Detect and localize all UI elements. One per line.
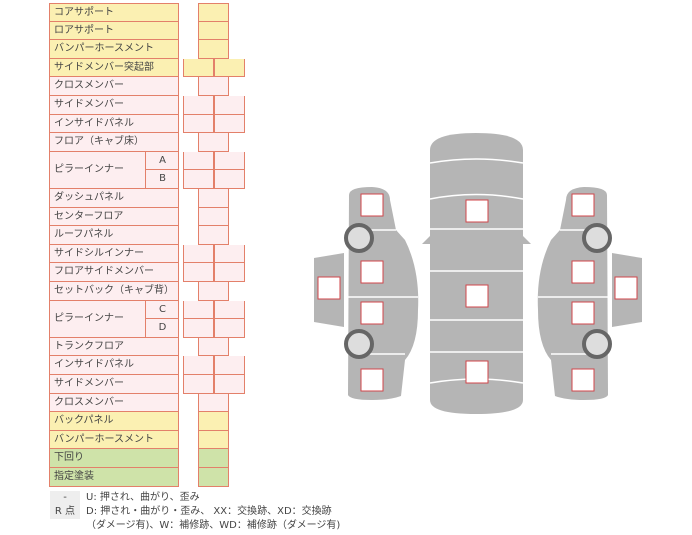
- check-cell[interactable]: [214, 300, 245, 320]
- check-cell[interactable]: [214, 114, 245, 134]
- sub-label: C: [145, 300, 179, 320]
- legend-text: U: 押され、曲がり、歪み: [86, 492, 200, 503]
- check-cell[interactable]: [198, 207, 229, 227]
- row-label: ダッシュパネル: [49, 189, 179, 208]
- check-cell[interactable]: [214, 375, 245, 394]
- check-cell[interactable]: [183, 263, 214, 282]
- check-cell[interactable]: [198, 77, 229, 96]
- check-cell[interactable]: [214, 170, 245, 189]
- row-label: サイドシルインナー: [49, 244, 179, 264]
- row-label: インサイドパネル: [49, 356, 179, 375]
- right-side-panel: [537, 187, 608, 400]
- check-cell[interactable]: [214, 96, 245, 115]
- check-cell[interactable]: [183, 319, 214, 338]
- row-label: ロアサポート: [49, 21, 179, 41]
- check-cell[interactable]: [198, 430, 229, 450]
- marker-right-rear-fender[interactable]: [571, 368, 595, 392]
- legend-text: （ダメージ有)、W：補修跡、WD：補修跡（ダメージ有): [86, 520, 341, 531]
- check-cell[interactable]: [183, 244, 214, 264]
- marker-right-front-door[interactable]: [571, 260, 595, 284]
- check-cell[interactable]: [183, 300, 214, 320]
- row-label: センターフロア: [49, 207, 179, 227]
- check-cell[interactable]: [198, 468, 229, 487]
- row-label: ピラーインナー: [49, 300, 179, 338]
- check-cell[interactable]: [214, 356, 245, 375]
- marker-front-bumper[interactable]: [317, 276, 341, 300]
- check-cell[interactable]: [214, 244, 245, 264]
- sub-label: D: [145, 319, 179, 338]
- legend-key-r: R 点: [50, 505, 80, 519]
- wheel-icon: [582, 329, 612, 359]
- marker-left-front-fender[interactable]: [360, 193, 384, 217]
- row-label: バンパーホースメント: [49, 430, 179, 450]
- check-cell[interactable]: [198, 449, 229, 468]
- legend-text: D: 押され・曲がり・歪み、 XX：交換跡、XD：交換跡: [86, 506, 332, 517]
- check-cell[interactable]: [183, 375, 214, 394]
- row-label: ピラーインナー: [49, 151, 179, 189]
- marker-roof-center[interactable]: [465, 284, 489, 308]
- check-cell[interactable]: [214, 263, 245, 282]
- marker-roof-front[interactable]: [465, 199, 489, 223]
- check-cell[interactable]: [214, 151, 245, 171]
- check-cell[interactable]: [198, 337, 229, 357]
- check-cell[interactable]: [198, 393, 229, 413]
- row-label: サイドメンバー突起部: [49, 58, 179, 78]
- row-label: 指定塗装: [49, 468, 179, 487]
- wheel-icon: [582, 223, 612, 253]
- row-label: クロスメンバー: [49, 77, 179, 96]
- center-wing-left: [422, 236, 430, 244]
- center-body: [430, 133, 523, 414]
- sub-label: A: [145, 151, 179, 171]
- marker-left-rear-fender[interactable]: [360, 368, 384, 392]
- row-label: コアサポート: [49, 3, 179, 22]
- check-cell[interactable]: [198, 21, 229, 41]
- legend-key-dash: -: [50, 491, 80, 505]
- check-cell[interactable]: [198, 189, 229, 208]
- check-cell[interactable]: [183, 58, 214, 78]
- check-cell[interactable]: [183, 151, 214, 171]
- center-wing-right: [523, 236, 531, 244]
- row-label: セットバック（キャブ背）: [49, 282, 179, 301]
- marker-left-front-door[interactable]: [360, 260, 384, 284]
- marker-right-rear-door[interactable]: [571, 301, 595, 325]
- check-cell[interactable]: [198, 3, 229, 22]
- row-label: フロアサイドメンバー: [49, 263, 179, 282]
- check-cell[interactable]: [183, 356, 214, 375]
- row-label: バンパーホースメント: [49, 40, 179, 59]
- marker-roof-rear[interactable]: [465, 360, 489, 384]
- wheel-icon: [344, 223, 374, 253]
- check-cell[interactable]: [198, 412, 229, 431]
- check-cell[interactable]: [183, 114, 214, 134]
- sub-label: B: [145, 170, 179, 189]
- check-cell[interactable]: [198, 226, 229, 245]
- check-cell[interactable]: [198, 133, 229, 152]
- wheels: [344, 223, 612, 359]
- row-label: クロスメンバー: [49, 393, 179, 413]
- row-label: フロア（キャブ床）: [49, 133, 179, 152]
- row-label: ルーフパネル: [49, 226, 179, 245]
- row-label: 下回り: [49, 449, 179, 468]
- marker-right-front-fender[interactable]: [571, 193, 595, 217]
- legend: - U: 押され、曲がり、歪み R 点 D: 押され・曲がり・歪み、 XX：交換跡、…: [50, 491, 340, 533]
- marker-rear-bumper[interactable]: [614, 276, 638, 300]
- row-label: サイドメンバー: [49, 375, 179, 394]
- check-cell[interactable]: [198, 40, 229, 59]
- row-label: バックパネル: [49, 412, 179, 431]
- check-cell[interactable]: [183, 96, 214, 115]
- row-label: インサイドパネル: [49, 114, 179, 134]
- check-cell[interactable]: [198, 282, 229, 301]
- check-cell[interactable]: [183, 170, 214, 189]
- left-side-panel: [348, 187, 419, 400]
- check-cell[interactable]: [214, 58, 245, 78]
- check-cell[interactable]: [214, 319, 245, 338]
- wheel-icon: [344, 329, 374, 359]
- row-label: サイドメンバー: [49, 96, 179, 115]
- row-label: トランクフロア: [49, 337, 179, 357]
- marker-left-rear-door[interactable]: [360, 301, 384, 325]
